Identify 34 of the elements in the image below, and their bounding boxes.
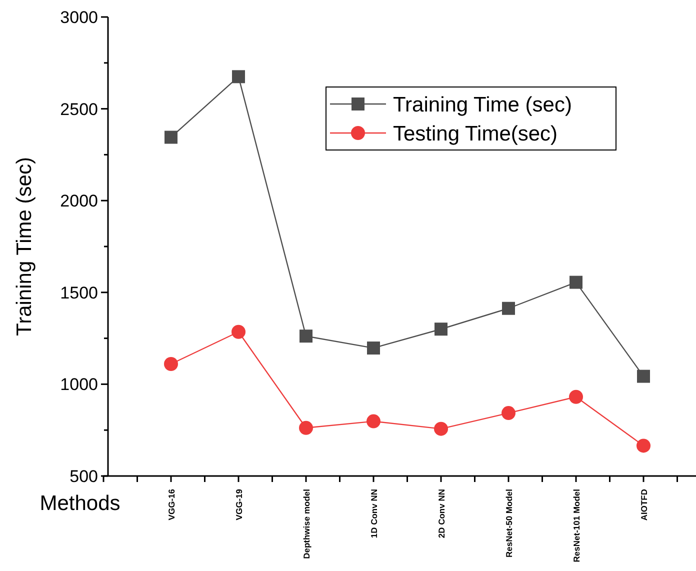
x-tick-label: 1D Conv NN bbox=[369, 489, 379, 538]
point bbox=[636, 438, 650, 453]
point bbox=[569, 390, 583, 404]
x-tick-label: AIOTFD bbox=[639, 489, 649, 521]
y-tick-label: 1000 bbox=[60, 375, 98, 394]
y-tick-label: 2500 bbox=[60, 100, 98, 119]
x-tick-label: VGG-19 bbox=[234, 488, 244, 520]
x-axis-title: Methods bbox=[40, 492, 120, 515]
point bbox=[434, 422, 448, 436]
point bbox=[570, 276, 582, 289]
x-tick-label: VGG-16 bbox=[166, 488, 176, 520]
point bbox=[366, 414, 380, 428]
point bbox=[232, 324, 246, 339]
point bbox=[637, 370, 650, 383]
point bbox=[300, 330, 312, 343]
point bbox=[502, 406, 516, 420]
x-tick-label: ResNet-101 Model bbox=[572, 489, 582, 562]
point bbox=[502, 302, 515, 315]
x-tick-label: ResNet-50 Model bbox=[504, 489, 514, 558]
point bbox=[299, 420, 313, 435]
y-tick-label: 500 bbox=[70, 466, 98, 486]
point bbox=[164, 357, 178, 372]
point bbox=[367, 342, 380, 355]
point bbox=[164, 130, 178, 144]
x-tick-label: Depthwise model bbox=[302, 489, 312, 559]
point bbox=[434, 322, 448, 336]
y-tick-label: 3000 bbox=[60, 8, 98, 27]
legend-label: Testing Time(sec) bbox=[393, 122, 558, 146]
y-tick-label: 2000 bbox=[60, 192, 98, 211]
x-tick-label: 2D Conv NN bbox=[436, 489, 446, 538]
legend-label: Training Time (sec) bbox=[393, 93, 572, 116]
point bbox=[232, 70, 245, 84]
y-axis-title: Training Time (sec) bbox=[13, 157, 36, 336]
y-tick-label: 1500 bbox=[60, 283, 98, 302]
